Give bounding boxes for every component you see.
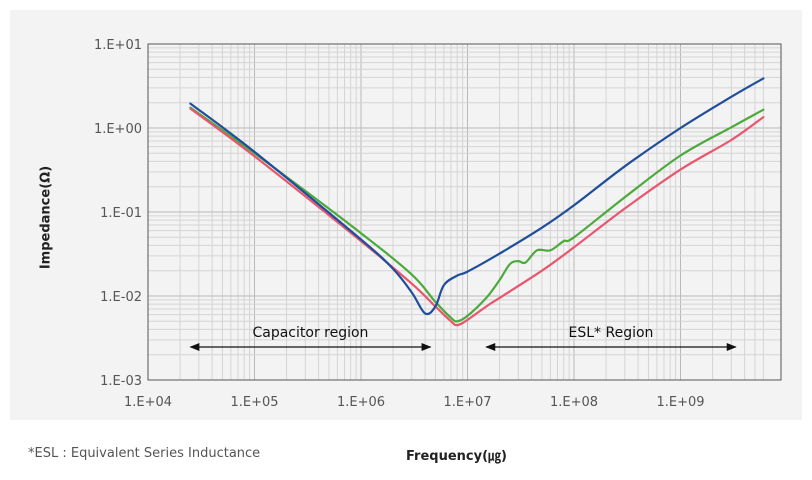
plot-frame	[147, 43, 782, 381]
x-tick-label: 1.E+07	[443, 395, 491, 410]
x-tick-label: 1.E+08	[550, 395, 598, 410]
series-line-3	[189, 107, 765, 327]
esl-footnote: *ESL : Equivalent Series Inductance	[28, 446, 261, 461]
y-tick-label: 1.E+01	[94, 38, 142, 53]
series-line-2	[189, 106, 765, 323]
x-tick-label: 1.E+05	[230, 395, 278, 410]
grid-lines	[147, 44, 781, 381]
x-tick-label: 1.E+09	[656, 395, 704, 410]
y-axis-label: Impedance(Ω)	[38, 165, 54, 270]
data-series	[189, 77, 765, 327]
y-tick-label: 1.E-02	[100, 290, 142, 305]
region-annotations: Capacitor region ESL* Region	[189, 325, 737, 351]
y-tick-label: 1.E-01	[100, 206, 142, 221]
x-tick-label: 1.E+04	[124, 395, 172, 410]
capacitor-region-label: Capacitor region	[252, 325, 368, 341]
y-tick-label: 1.E-03	[100, 374, 142, 389]
esl-region-label: ESL* Region	[569, 325, 654, 341]
x-axis-label: Frequency(㎍)	[406, 449, 507, 464]
y-tick-label: 1.E+00	[94, 122, 142, 137]
series-line-1	[189, 77, 765, 316]
tick-labels: 1.E+04 1.E+05 1.E+06 1.E+07 1.E+08 1.E+09 1.E+…	[94, 38, 705, 410]
x-tick-label: 1.E+06	[337, 395, 385, 410]
